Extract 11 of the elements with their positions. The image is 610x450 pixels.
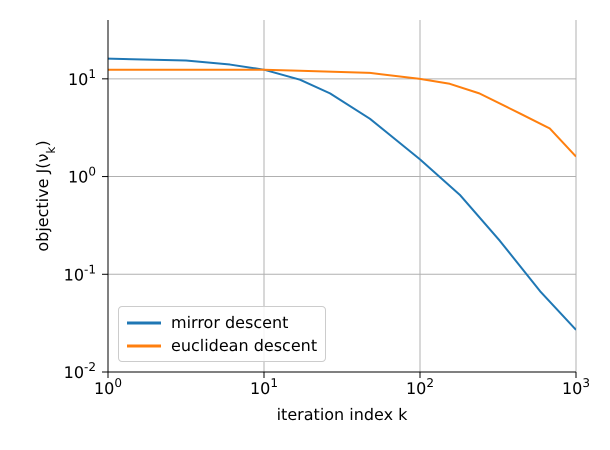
legend-label: euclidean descent xyxy=(171,336,318,355)
x-tick-label: 10$^{1}$ xyxy=(250,376,278,398)
x-tick-label: 10$^{2}$ xyxy=(406,376,434,398)
x-axis-title: iteration index k xyxy=(276,405,408,424)
x-tick-label: 10$^{3}$ xyxy=(562,376,590,398)
y-tick-label: 10$^{-1}$ xyxy=(64,262,96,284)
y-tick-label: 10$^{-2}$ xyxy=(64,360,96,382)
x-tick-label: 10$^{0}$ xyxy=(94,376,122,398)
legend-label: mirror descent xyxy=(171,313,288,332)
y-tick-label: 10$^{0}$ xyxy=(68,164,96,187)
y-tick-label: 10$^{1}$ xyxy=(68,66,96,89)
